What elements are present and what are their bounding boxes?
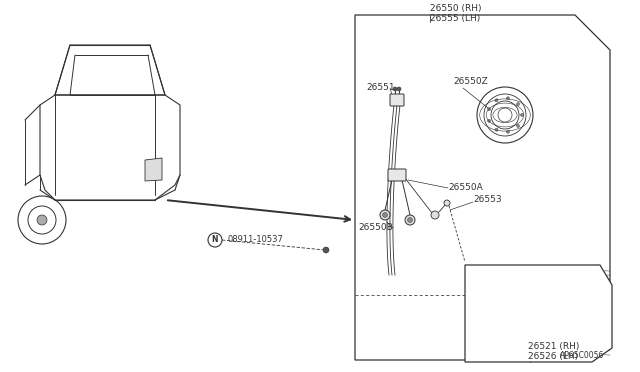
Text: 08911-10537: 08911-10537 — [227, 235, 283, 244]
Circle shape — [506, 97, 509, 100]
Circle shape — [506, 130, 509, 133]
Circle shape — [495, 99, 498, 102]
Text: N: N — [212, 235, 218, 244]
FancyBboxPatch shape — [390, 94, 404, 106]
Polygon shape — [40, 95, 180, 200]
Text: 26555 (LH): 26555 (LH) — [430, 13, 480, 22]
Text: 26550B: 26550B — [358, 224, 393, 232]
Circle shape — [444, 200, 450, 206]
Polygon shape — [465, 265, 612, 362]
Circle shape — [516, 124, 520, 128]
Circle shape — [516, 103, 520, 106]
FancyBboxPatch shape — [388, 169, 406, 181]
Circle shape — [488, 119, 490, 122]
Text: AP65C0056: AP65C0056 — [560, 352, 604, 360]
Circle shape — [488, 108, 490, 111]
Text: 26550 (RH): 26550 (RH) — [430, 3, 481, 13]
Circle shape — [495, 128, 498, 131]
Text: 26550Z: 26550Z — [453, 77, 488, 87]
Circle shape — [383, 212, 387, 218]
Circle shape — [37, 215, 47, 225]
Circle shape — [405, 215, 415, 225]
Circle shape — [380, 210, 390, 220]
Text: 26526 (LH): 26526 (LH) — [528, 353, 578, 362]
Circle shape — [393, 87, 397, 91]
Text: 26553: 26553 — [473, 196, 502, 205]
Text: 26551: 26551 — [366, 83, 395, 93]
Text: 26521 (RH): 26521 (RH) — [528, 343, 579, 352]
Circle shape — [408, 218, 413, 222]
Circle shape — [323, 247, 329, 253]
Polygon shape — [145, 158, 162, 181]
Circle shape — [431, 211, 439, 219]
Circle shape — [520, 113, 524, 116]
Circle shape — [397, 87, 401, 91]
Text: 26550A: 26550A — [448, 183, 483, 192]
